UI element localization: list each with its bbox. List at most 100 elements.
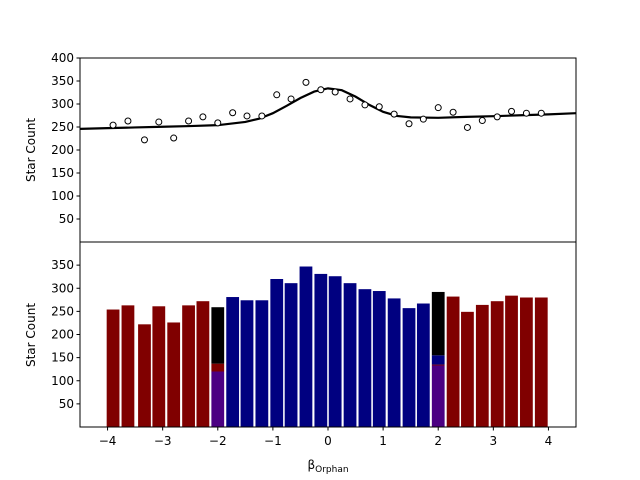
y-tick-label: 200 bbox=[51, 143, 74, 157]
histogram-bar bbox=[461, 311, 474, 427]
histogram-bar bbox=[490, 301, 504, 427]
histogram-bar bbox=[152, 306, 166, 427]
data-point bbox=[214, 119, 222, 127]
histogram-bar bbox=[475, 304, 489, 427]
fit-line bbox=[79, 87, 577, 130]
data-point bbox=[434, 104, 442, 112]
x-axis-label-subscript: Orphan bbox=[315, 465, 348, 475]
histogram-bar bbox=[402, 308, 416, 427]
data-point bbox=[419, 115, 427, 123]
x-tick-label: 4 bbox=[545, 434, 553, 448]
data-point bbox=[493, 113, 501, 121]
data-point bbox=[361, 101, 369, 109]
histogram-bar bbox=[196, 301, 210, 427]
histogram-bar bbox=[520, 297, 533, 427]
histogram-bar-segment bbox=[211, 307, 225, 364]
data-point bbox=[449, 108, 457, 116]
top-y-axis-label: Star Count bbox=[24, 118, 38, 182]
x-tick-label: 3 bbox=[490, 434, 498, 448]
data-point bbox=[508, 107, 516, 115]
data-point bbox=[287, 95, 295, 103]
bottom-y-axis-label: Star Count bbox=[24, 303, 38, 367]
data-point bbox=[199, 113, 207, 121]
data-point bbox=[478, 117, 486, 125]
data-point bbox=[522, 109, 530, 117]
histogram-bar bbox=[314, 273, 328, 427]
histogram-bar bbox=[358, 289, 372, 427]
histogram-bar bbox=[270, 279, 284, 427]
histogram-bar bbox=[138, 324, 151, 427]
data-point bbox=[170, 134, 178, 142]
y-tick-label: 50 bbox=[59, 397, 74, 411]
histogram-bar-segment bbox=[431, 291, 445, 356]
y-tick-label: 150 bbox=[51, 351, 74, 365]
x-tick-label: −4 bbox=[99, 434, 117, 448]
y-tick-label: 400 bbox=[51, 51, 74, 65]
y-tick-label: 100 bbox=[51, 374, 74, 388]
histogram-bar bbox=[106, 309, 120, 427]
x-tick-label: 2 bbox=[434, 434, 442, 448]
x-tick-label: 1 bbox=[379, 434, 387, 448]
data-point bbox=[258, 112, 266, 120]
histogram-bar bbox=[299, 266, 313, 427]
top-panel: 50 100 150 200 250 300 350 400 Star Count bbox=[24, 51, 577, 243]
y-tick-label: 250 bbox=[51, 304, 74, 318]
histogram-bar bbox=[505, 295, 518, 427]
data-point bbox=[346, 95, 354, 103]
histogram-bar bbox=[416, 303, 430, 427]
bottom-y-axis: 50 100 150 200 250 300 350 bbox=[51, 258, 80, 411]
bottom-plot-area bbox=[106, 266, 548, 427]
data-point bbox=[317, 86, 325, 94]
x-axis-label: βOrphan bbox=[307, 458, 348, 475]
data-point bbox=[302, 78, 310, 86]
data-point bbox=[185, 117, 193, 125]
data-point bbox=[537, 109, 545, 117]
y-tick-label: 150 bbox=[51, 166, 74, 180]
histogram-bar bbox=[255, 300, 269, 427]
data-point bbox=[140, 136, 148, 144]
histogram-bar bbox=[284, 283, 298, 427]
histogram-bar-segment bbox=[431, 365, 445, 427]
y-tick-label: 350 bbox=[51, 74, 74, 88]
histogram-bar bbox=[226, 297, 240, 427]
top-y-axis: 50 100 150 200 250 300 350 400 bbox=[51, 51, 80, 226]
y-tick-label: 300 bbox=[51, 281, 74, 295]
histogram-bar-segment bbox=[211, 371, 225, 427]
histogram-bar bbox=[121, 305, 135, 427]
y-tick-label: 350 bbox=[51, 258, 74, 272]
histogram-bar bbox=[446, 296, 460, 427]
x-axis: −4 −3 −2 −1 0 1 2 3 4 bbox=[99, 427, 553, 448]
y-tick-label: 300 bbox=[51, 97, 74, 111]
data-point bbox=[375, 103, 383, 111]
bottom-panel: 50 100 150 200 250 300 350 −4 −3 −2 −1 0 1 2 3 4 Star … bbox=[24, 241, 577, 475]
x-tick-label: −1 bbox=[264, 434, 282, 448]
histogram-bar bbox=[372, 291, 386, 427]
histogram-bar-segment bbox=[211, 363, 225, 372]
data-point bbox=[463, 123, 471, 131]
histogram-bar-segment bbox=[431, 355, 445, 365]
data-point bbox=[229, 109, 237, 117]
histogram-bar bbox=[343, 283, 357, 427]
data-point bbox=[124, 117, 132, 125]
y-tick-label: 50 bbox=[59, 212, 74, 226]
data-point bbox=[405, 120, 413, 128]
x-tick-label: 0 bbox=[324, 434, 332, 448]
x-axis-label-symbol: β bbox=[307, 458, 315, 472]
top-plot-area bbox=[79, 78, 577, 144]
data-point bbox=[155, 118, 163, 126]
x-tick-label: −2 bbox=[209, 434, 227, 448]
data-point bbox=[273, 91, 281, 99]
y-tick-label: 250 bbox=[51, 120, 74, 134]
histogram-bar bbox=[534, 297, 548, 427]
data-point bbox=[331, 88, 339, 96]
data-point bbox=[109, 121, 117, 129]
histogram-bar bbox=[240, 300, 254, 427]
histogram-bar bbox=[167, 322, 181, 427]
data-point bbox=[243, 112, 251, 120]
data-point bbox=[390, 110, 398, 118]
histogram-bar bbox=[328, 276, 342, 427]
histogram-bar bbox=[387, 298, 401, 427]
y-tick-label: 200 bbox=[51, 328, 74, 342]
histogram-bar bbox=[182, 305, 195, 427]
